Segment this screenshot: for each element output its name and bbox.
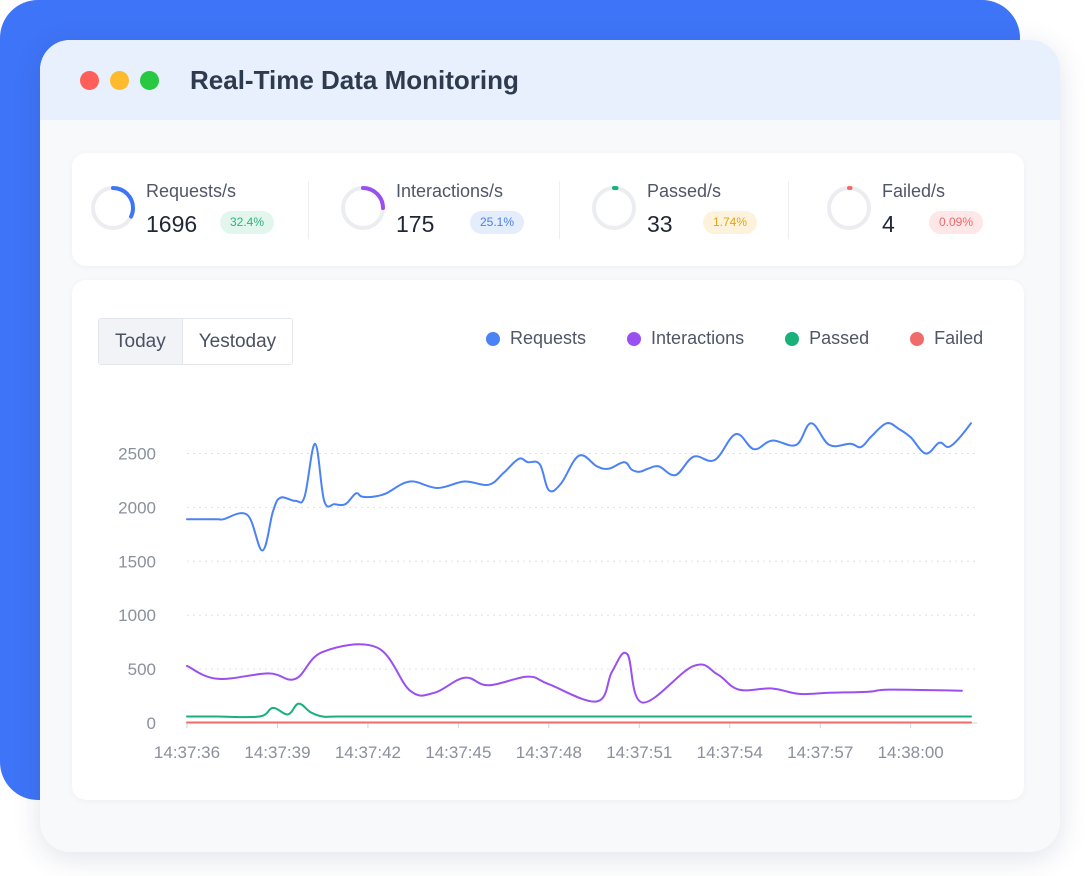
ring-progress — [341, 186, 385, 230]
stat-value: 33 — [647, 211, 673, 237]
maximize-window-button[interactable] — [140, 70, 159, 90]
legend-dot-icon — [785, 331, 800, 346]
interactions-ring-icon — [341, 186, 385, 230]
legend-item-requests[interactable]: Requests — [486, 328, 586, 349]
x-tick-label: 14:37:42 — [335, 743, 401, 762]
y-tick-label: 1500 — [118, 552, 156, 571]
series-line-passed — [186, 702, 972, 719]
requests-ring-icon — [91, 186, 135, 230]
stat-badge: 32.4% — [220, 211, 275, 234]
passed-ring-icon — [592, 186, 636, 230]
legend-item-passed[interactable]: Passed — [785, 328, 869, 349]
window-title: Real-Time Data Monitoring — [190, 64, 519, 95]
tab-yestoday[interactable]: Yestoday — [182, 319, 293, 364]
x-tick-label: 14:38:00 — [878, 743, 944, 762]
ring-progress — [91, 186, 135, 230]
close-window-button[interactable] — [80, 70, 99, 90]
y-tick-label: 500 — [128, 660, 156, 679]
legend-label: Requests — [510, 328, 587, 348]
x-tick-label: 14:37:51 — [606, 743, 672, 762]
legend-item-failed[interactable]: Failed — [910, 328, 983, 349]
ring-progress — [592, 186, 636, 230]
chart-card: 0 500 1000 1500 2000 2500 14:37:36 14:37:39 14:3… — [72, 280, 1024, 800]
stat-badge: 1.74% — [703, 211, 758, 234]
stat-divider — [559, 181, 560, 239]
series-line-requests — [186, 422, 972, 552]
legend-label: Passed — [809, 328, 870, 348]
y-tick-label: 2500 — [118, 445, 156, 464]
x-tick-label: 14:37:39 — [244, 743, 310, 762]
x-tick-label: 14:37:45 — [425, 743, 491, 762]
app-window: Real-Time Data Monitoring Requests/s 169… — [40, 40, 1060, 852]
stat-label: Requests/s — [146, 181, 237, 201]
x-tick-label: 14:37:36 — [154, 743, 220, 762]
y-tick-label: 2000 — [118, 498, 156, 517]
stat-value: 175 — [396, 211, 435, 237]
stat-label: Interactions/s — [396, 181, 504, 201]
legend-label: Interactions — [651, 328, 745, 348]
stat-label: Failed/s — [882, 181, 946, 201]
x-tick-label: 14:37:54 — [697, 743, 763, 762]
title-bar: Real-Time Data Monitoring — [40, 40, 1060, 120]
x-tick-label: 14:37:57 — [787, 743, 853, 762]
legend-item-interactions[interactable]: Interactions — [627, 328, 744, 349]
legend-dot-icon — [486, 331, 500, 346]
legend-dot-icon — [910, 331, 925, 346]
stat-label: Passed/s — [647, 181, 722, 201]
ring-progress — [827, 186, 871, 230]
stat-divider — [308, 181, 309, 239]
legend-dot-icon — [627, 331, 642, 346]
series-line-interactions — [186, 643, 963, 704]
stats-panel: Requests/s 1696 32.4% Interactions/s 175… — [72, 153, 1024, 266]
stat-badge: 25.1% — [470, 211, 525, 234]
stat-divider — [788, 181, 789, 239]
stat-value: 4 — [882, 211, 895, 237]
stat-value: 1696 — [146, 211, 198, 237]
stat-badge: 0.09% — [929, 211, 984, 234]
tab-today[interactable]: Today — [99, 319, 183, 364]
y-tick-label: 1000 — [118, 606, 156, 625]
y-tick-label: 0 — [147, 714, 156, 733]
line-chart: 0 500 1000 1500 2000 2500 14:37:36 14:37:39 14:3… — [118, 422, 977, 762]
date-tabs: Today Yestoday — [98, 318, 294, 365]
legend-label: Failed — [934, 328, 984, 348]
chart-legend: Requests Interactions Passed Failed — [486, 328, 983, 349]
failed-ring-icon — [827, 186, 871, 230]
x-tick-label: 14:37:48 — [516, 743, 582, 762]
minimize-window-button[interactable] — [110, 70, 129, 90]
